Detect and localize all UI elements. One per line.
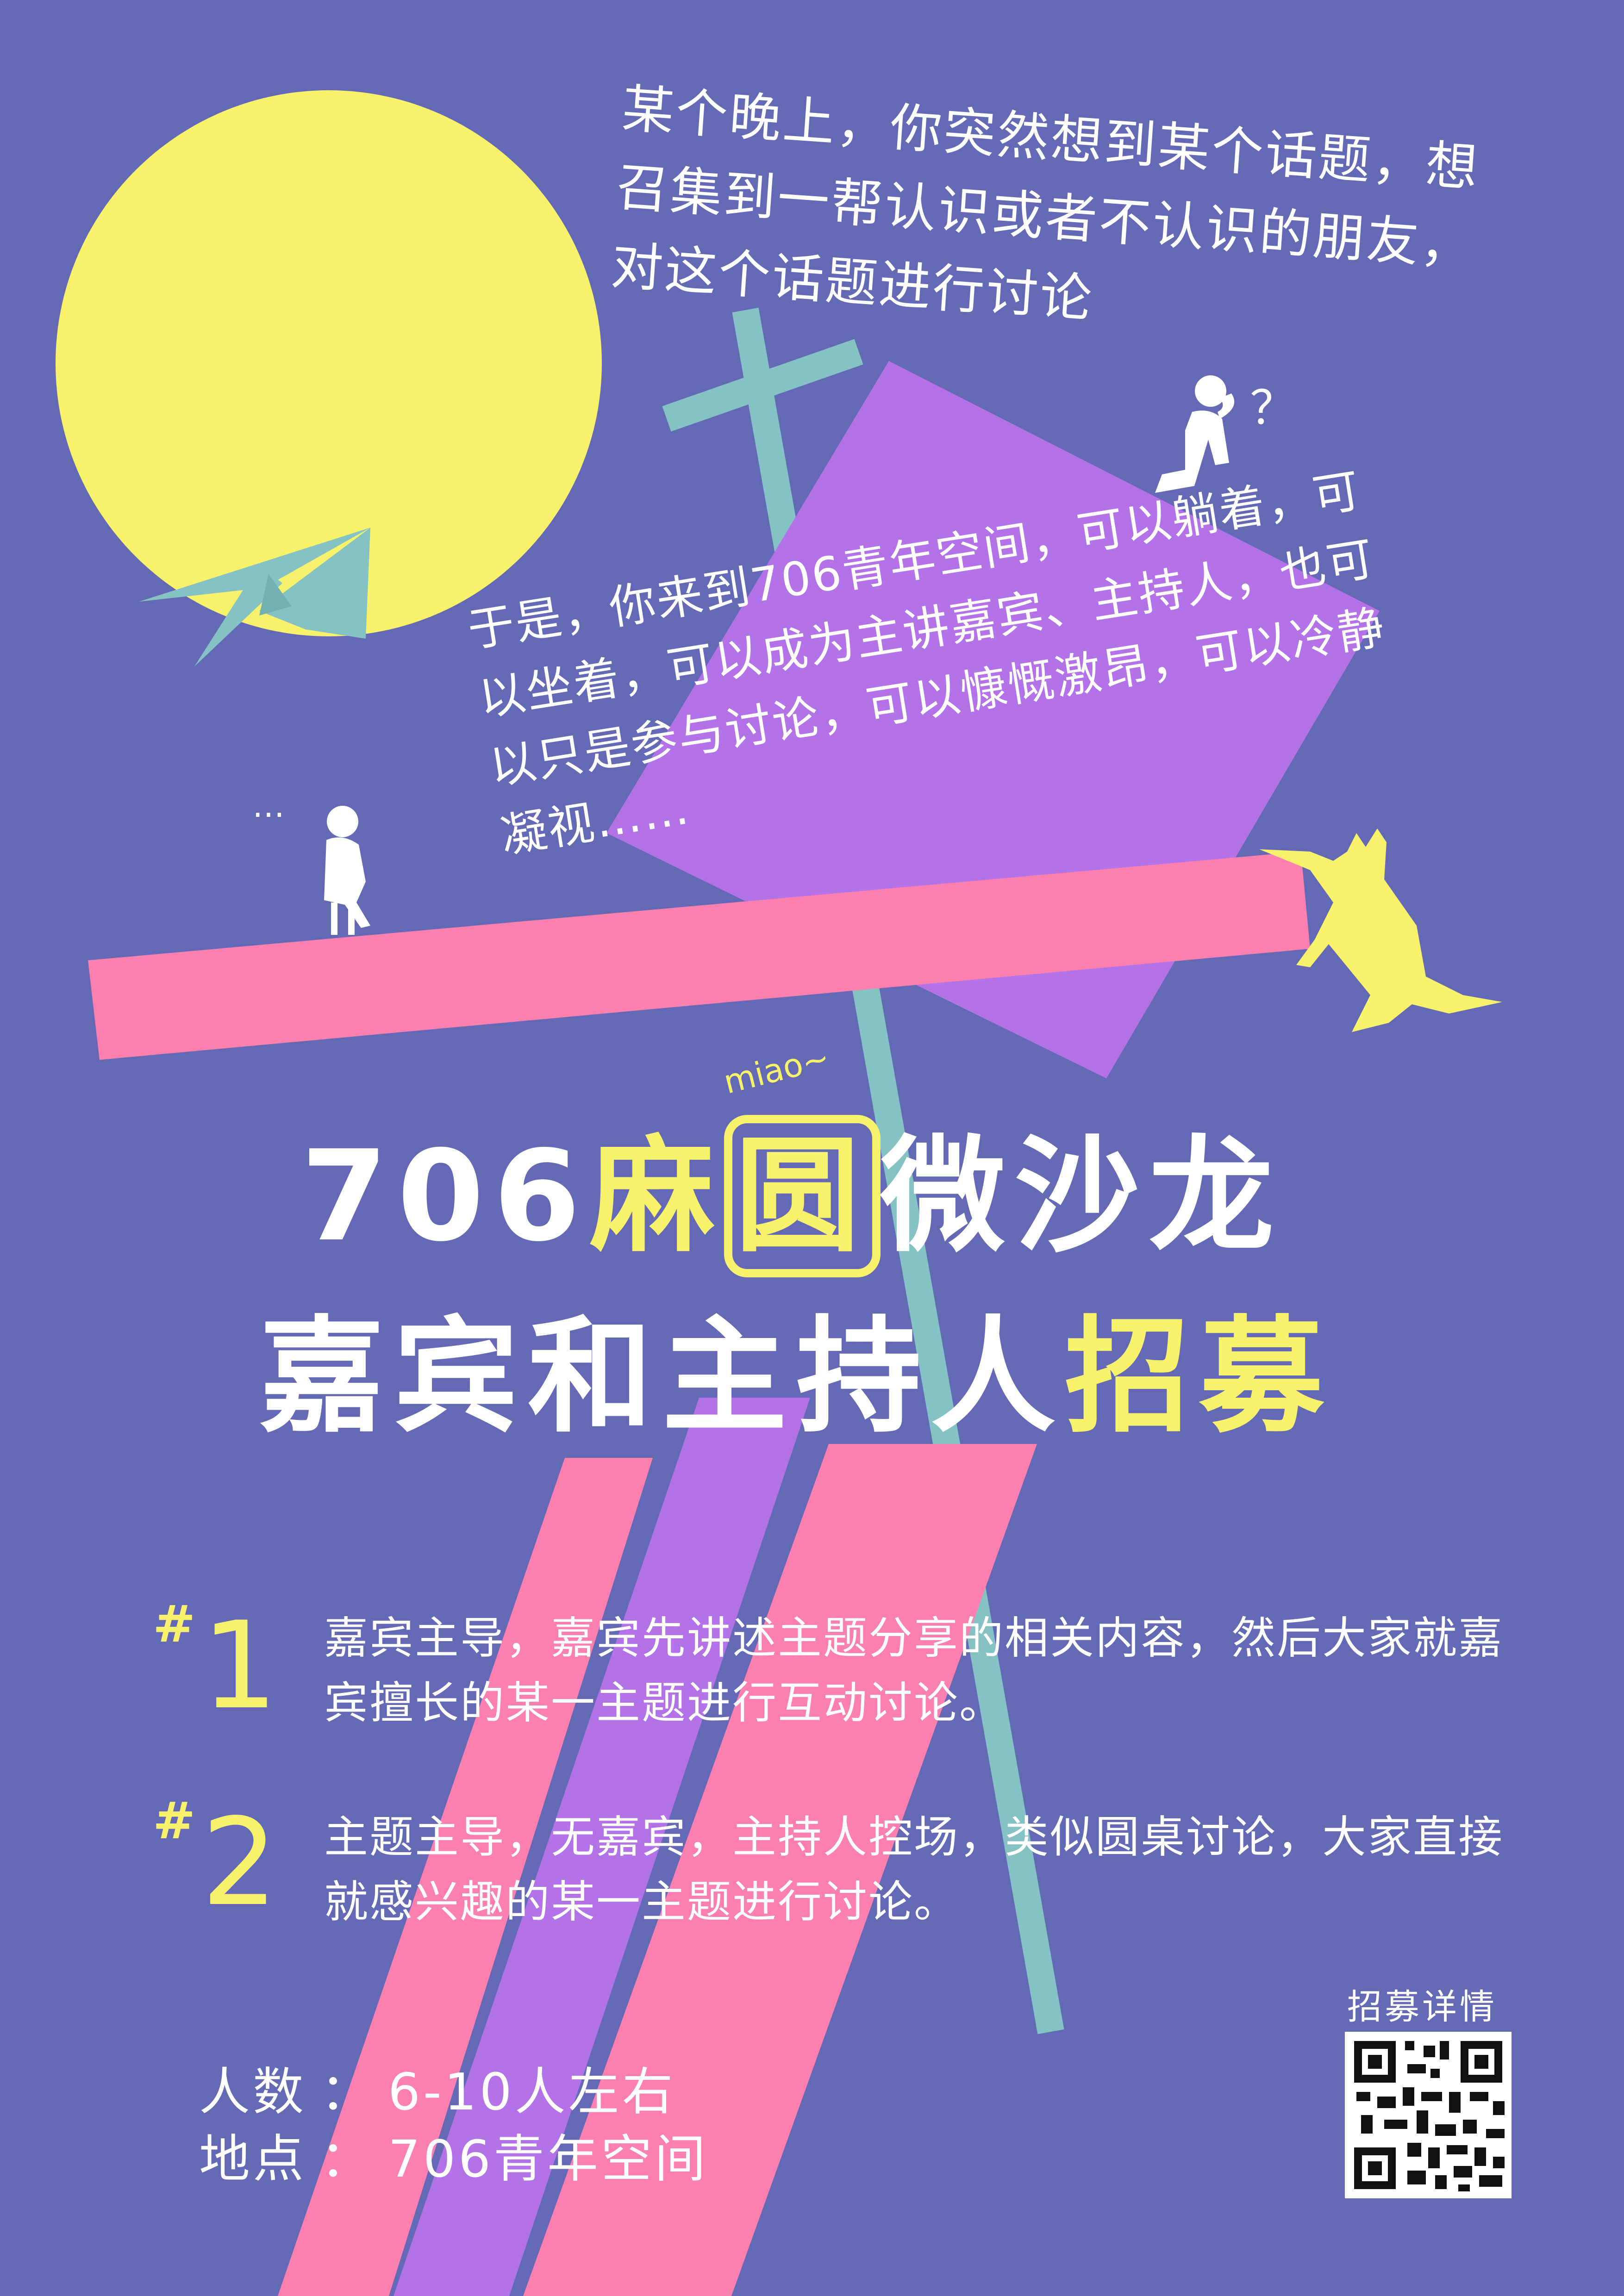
people-separator: ： [320, 2062, 374, 2122]
place-info: 地点： 706青年空间 [199, 2127, 708, 2191]
qr-label: 招募详情 [1347, 1986, 1498, 2027]
qr-code-icon [1345, 2032, 1512, 2198]
item-2-text: 主题主导，无嘉宾，主持人控场，类似圆桌讨论，大家直接就感兴趣的某一主题进行讨论。 [324, 1812, 1504, 1928]
ellipsis-mark: … [252, 787, 285, 825]
pink-bar [88, 852, 1310, 1060]
title-706: 706 [301, 1123, 590, 1269]
title-line-2: 嘉宾和主持人招募 [259, 1300, 1417, 1453]
title-line-1: 706麻圆微沙龙 [301, 1115, 1412, 1277]
item-1-hash: # [153, 1594, 196, 1654]
thinking-person-icon [1155, 375, 1235, 493]
sitting-person-icon [324, 806, 370, 935]
title-ma: 麻 [589, 1123, 724, 1269]
item-2-hash: # [153, 1791, 196, 1850]
title-recruit: 招募 [1065, 1304, 1333, 1450]
cat-icon [1259, 828, 1502, 1032]
paper-plane-icon [139, 528, 370, 666]
place-label: 地点 [199, 2129, 306, 2189]
place-value: 706青年空间 [388, 2129, 708, 2189]
people-label: 人数 [199, 2062, 306, 2122]
item-1-number: 1 [201, 1596, 278, 1736]
question-mark: ？ [1250, 381, 1296, 435]
stripe-pink-left [278, 1458, 653, 2296]
stripe-purple [394, 1398, 810, 2296]
people-info: 人数： 6-10人左右 [199, 2060, 676, 2124]
stripe-pink-right [523, 1444, 1037, 2296]
place-separator: ： [320, 2129, 374, 2189]
item-2-number: 2 [201, 1793, 278, 1933]
title-guest-host: 嘉宾和主持人 [259, 1304, 1065, 1450]
people-value: 6-10人左右 [388, 2062, 676, 2122]
title-yuan: 圆 [724, 1115, 881, 1277]
moon-icon [56, 90, 602, 636]
item-1-text: 嘉宾主导，嘉宾先讲述主题分享的相关内容，然后大家就嘉宾擅长的某一主题进行互动讨论… [324, 1613, 1504, 1729]
title-salon: 微沙龙 [880, 1123, 1283, 1269]
